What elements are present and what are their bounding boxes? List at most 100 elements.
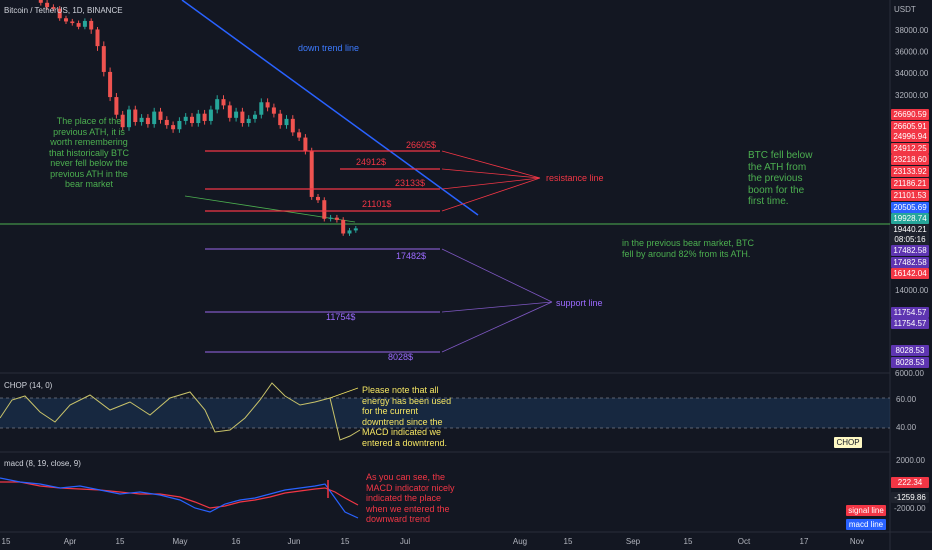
price-tag: 8028.53 [891, 357, 929, 368]
price-axis-tick: 34000.00 [895, 69, 929, 78]
resistance-arrow [441, 177, 541, 212]
chop-badge: CHOP [834, 437, 862, 448]
symbol-title: Bitcoin / TetherUS, 1D, BINANCE [4, 6, 123, 15]
candle-body [101, 46, 106, 72]
support-label-3: 8028$ [388, 352, 414, 362]
time-axis-tick: Sep [626, 537, 641, 546]
bear_market-line: in the previous bear market, BTC [622, 238, 755, 248]
macd-tag-2: -1259.86 [891, 492, 929, 503]
ath-note: The place of the previous ATH, it is worth… [30, 116, 148, 190]
macd-tick-neg2000: -2000.00 [894, 504, 926, 513]
macd-signal-line [0, 481, 359, 509]
price-axis-tick: 32000.00 [895, 91, 929, 100]
price-tag: 24912.25 [891, 143, 929, 154]
candle-body [278, 113, 283, 126]
price-tag: 20505.69 [891, 202, 929, 213]
candle-body [190, 116, 194, 124]
down-trend-label: down trend line [298, 43, 360, 53]
time-axis-tick: Jul [400, 537, 410, 546]
candle-body [108, 71, 113, 98]
price-tag: 17482.58 [891, 245, 929, 256]
candle-body [51, 7, 56, 9]
candle-body [127, 109, 131, 128]
time-axis-tick: 16 [232, 537, 241, 546]
macd-line-badge: macd line [846, 519, 886, 530]
btc_fell-line: boom for the [748, 184, 805, 196]
resistance-label-3: 23133$ [395, 178, 426, 188]
btc_fell-line: BTC fell below [748, 150, 813, 161]
price-axis-tick: 14000.00 [895, 286, 929, 295]
support-arrow [441, 248, 553, 303]
btc_fell-line: the previous [748, 173, 803, 184]
btc_fell-line: first time. [748, 196, 789, 207]
candle-body [303, 137, 308, 152]
candle-body [82, 20, 87, 27]
candle-body [234, 111, 239, 118]
candle-body [297, 132, 302, 138]
macd-note: As you can see, the MACD indicator nicely… [366, 472, 455, 525]
chop-note: Please note that all energy has been used… [362, 385, 451, 448]
candle-body [89, 20, 94, 30]
candle-body [265, 102, 270, 108]
candle-body [171, 125, 176, 130]
candle-body [246, 118, 251, 124]
btc_fell-line: the ATH from [748, 161, 807, 173]
price-tag: 08:05:16 [891, 234, 929, 245]
macd-tag-1: 222.34 [891, 477, 929, 488]
chop-tick-40: 40.00 [896, 423, 917, 432]
resistance-label-2: 24912$ [356, 157, 387, 167]
candle-body [164, 119, 169, 126]
down-trend-line [181, 0, 479, 216]
price-axis-tick: 38000.00 [895, 26, 929, 35]
chop-title: CHOP (14, 0) [4, 381, 53, 390]
ath_note-line: worth remembering [50, 137, 128, 147]
candle-body [353, 228, 358, 231]
ath-pointer-line [184, 195, 356, 223]
time-axis-tick: 15 [116, 537, 125, 546]
resistance-label-4: 21101$ [362, 199, 392, 209]
macd_note-line: As you can see, the [366, 472, 446, 482]
candle-body [95, 29, 100, 47]
ath_note-line: previous ATH, it is [53, 126, 125, 137]
candle-body [57, 8, 62, 19]
price-tag: 19928.74 [891, 213, 929, 224]
candle-body [177, 120, 182, 130]
resistance-line-label: resistance line [546, 173, 604, 183]
candle-body [38, 0, 43, 3]
chop_note-line: for the current [362, 406, 419, 416]
support-label-1: 17482$ [396, 251, 427, 261]
candle-body [316, 196, 320, 201]
candle-body [145, 117, 150, 125]
macd-title: macd (8, 19, close, 9) [4, 459, 81, 468]
candle-body [64, 18, 68, 22]
resistance-arrow [441, 150, 541, 179]
price-axis-tick: 36000.00 [895, 48, 929, 57]
candle-body [152, 111, 157, 125]
candle-body [322, 200, 327, 219]
chop-line [0, 382, 361, 441]
candle-body [259, 102, 264, 115]
price-tag: 24996.94 [891, 131, 929, 142]
price-tag: 11754.57 [891, 318, 929, 329]
candle-body [347, 230, 352, 234]
ath_note-line: that historically BTC [48, 147, 130, 158]
candle-body [334, 217, 339, 220]
candle-body [202, 113, 207, 121]
support-arrow [441, 301, 553, 353]
chop-pointer [329, 387, 359, 399]
chop-tick-60: 60.00 [896, 395, 917, 404]
candle-body [227, 105, 232, 118]
price-tag: 26605.91 [891, 121, 929, 132]
price-tag: 23133.92 [891, 166, 929, 177]
candle-body [70, 21, 75, 24]
macd-main-line [0, 477, 359, 519]
price-tag: 19440.21 [891, 224, 929, 235]
candle-body [328, 217, 333, 219]
time-axis-tick: 15 [341, 537, 350, 546]
price-tag: 16142.04 [891, 268, 929, 279]
chop_note-line: MACD indicated we [362, 427, 442, 437]
price-tag: 11754.57 [891, 307, 929, 318]
price-tag: 23218.60 [891, 154, 929, 165]
